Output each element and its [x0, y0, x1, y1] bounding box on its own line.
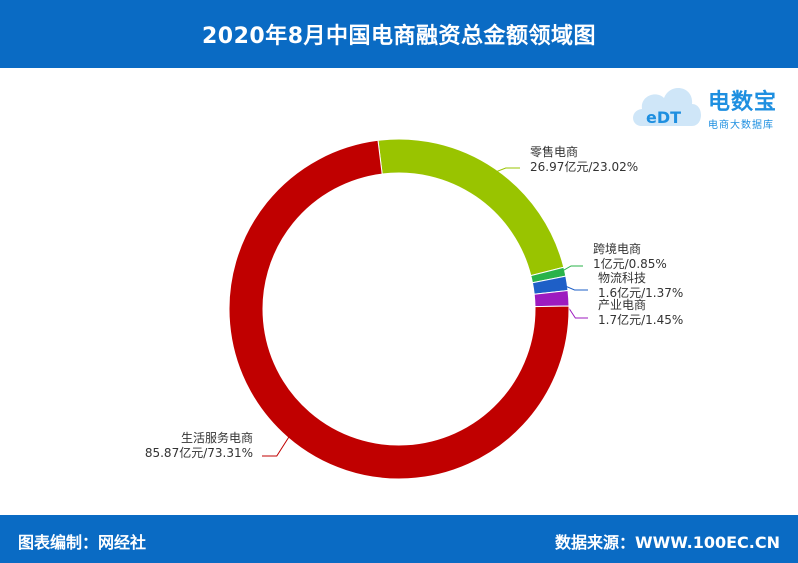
cloud-logo-icon: eDT: [633, 87, 701, 127]
chart-title-bar: 2020年8月中国电商融资总金额领域图: [0, 0, 798, 68]
leader-line-3: [560, 283, 588, 291]
leader-line-4: [562, 298, 588, 319]
leader-line-5: [262, 432, 292, 457]
footer-source: 数据来源：WWW.100EC.CN: [554, 533, 780, 552]
logo-subtitle: 电商大数据库: [708, 120, 774, 131]
slice-value-label-4: 1.7亿元/1.45%: [598, 312, 683, 327]
slice-name-label-5: 生活服务电商: [181, 430, 253, 445]
slice-value-label-5: 85.87亿元/73.31%: [145, 445, 253, 460]
footer-credit: 图表编制：网经社: [18, 533, 147, 552]
footer: 图表编制：网经社 数据来源：WWW.100EC.CN: [0, 515, 798, 563]
donut-slice-5: [228, 139, 570, 480]
slice-value-label-1: 26.97亿元/23.02%: [530, 159, 638, 174]
logo-brand: 电数宝: [708, 90, 778, 115]
slice-value-label-3: 1.6亿元/1.37%: [598, 285, 683, 300]
slice-value-label-2: 1亿元/0.85%: [593, 256, 667, 271]
leader-line-2: [558, 265, 583, 274]
leader-line-1: [491, 167, 520, 175]
chart-title: 2020年8月中国电商融资总金额领域图: [201, 24, 597, 49]
slice-name-label-3: 物流科技: [598, 271, 646, 285]
slice-name-label-2: 跨境电商: [593, 241, 641, 256]
logo: eDT 电数宝 电商大数据库: [628, 76, 790, 138]
logo-cloud-text: eDT: [646, 108, 681, 127]
slice-name-label-4: 产业电商: [598, 297, 646, 312]
slice-name-label-1: 零售电商: [530, 144, 578, 159]
